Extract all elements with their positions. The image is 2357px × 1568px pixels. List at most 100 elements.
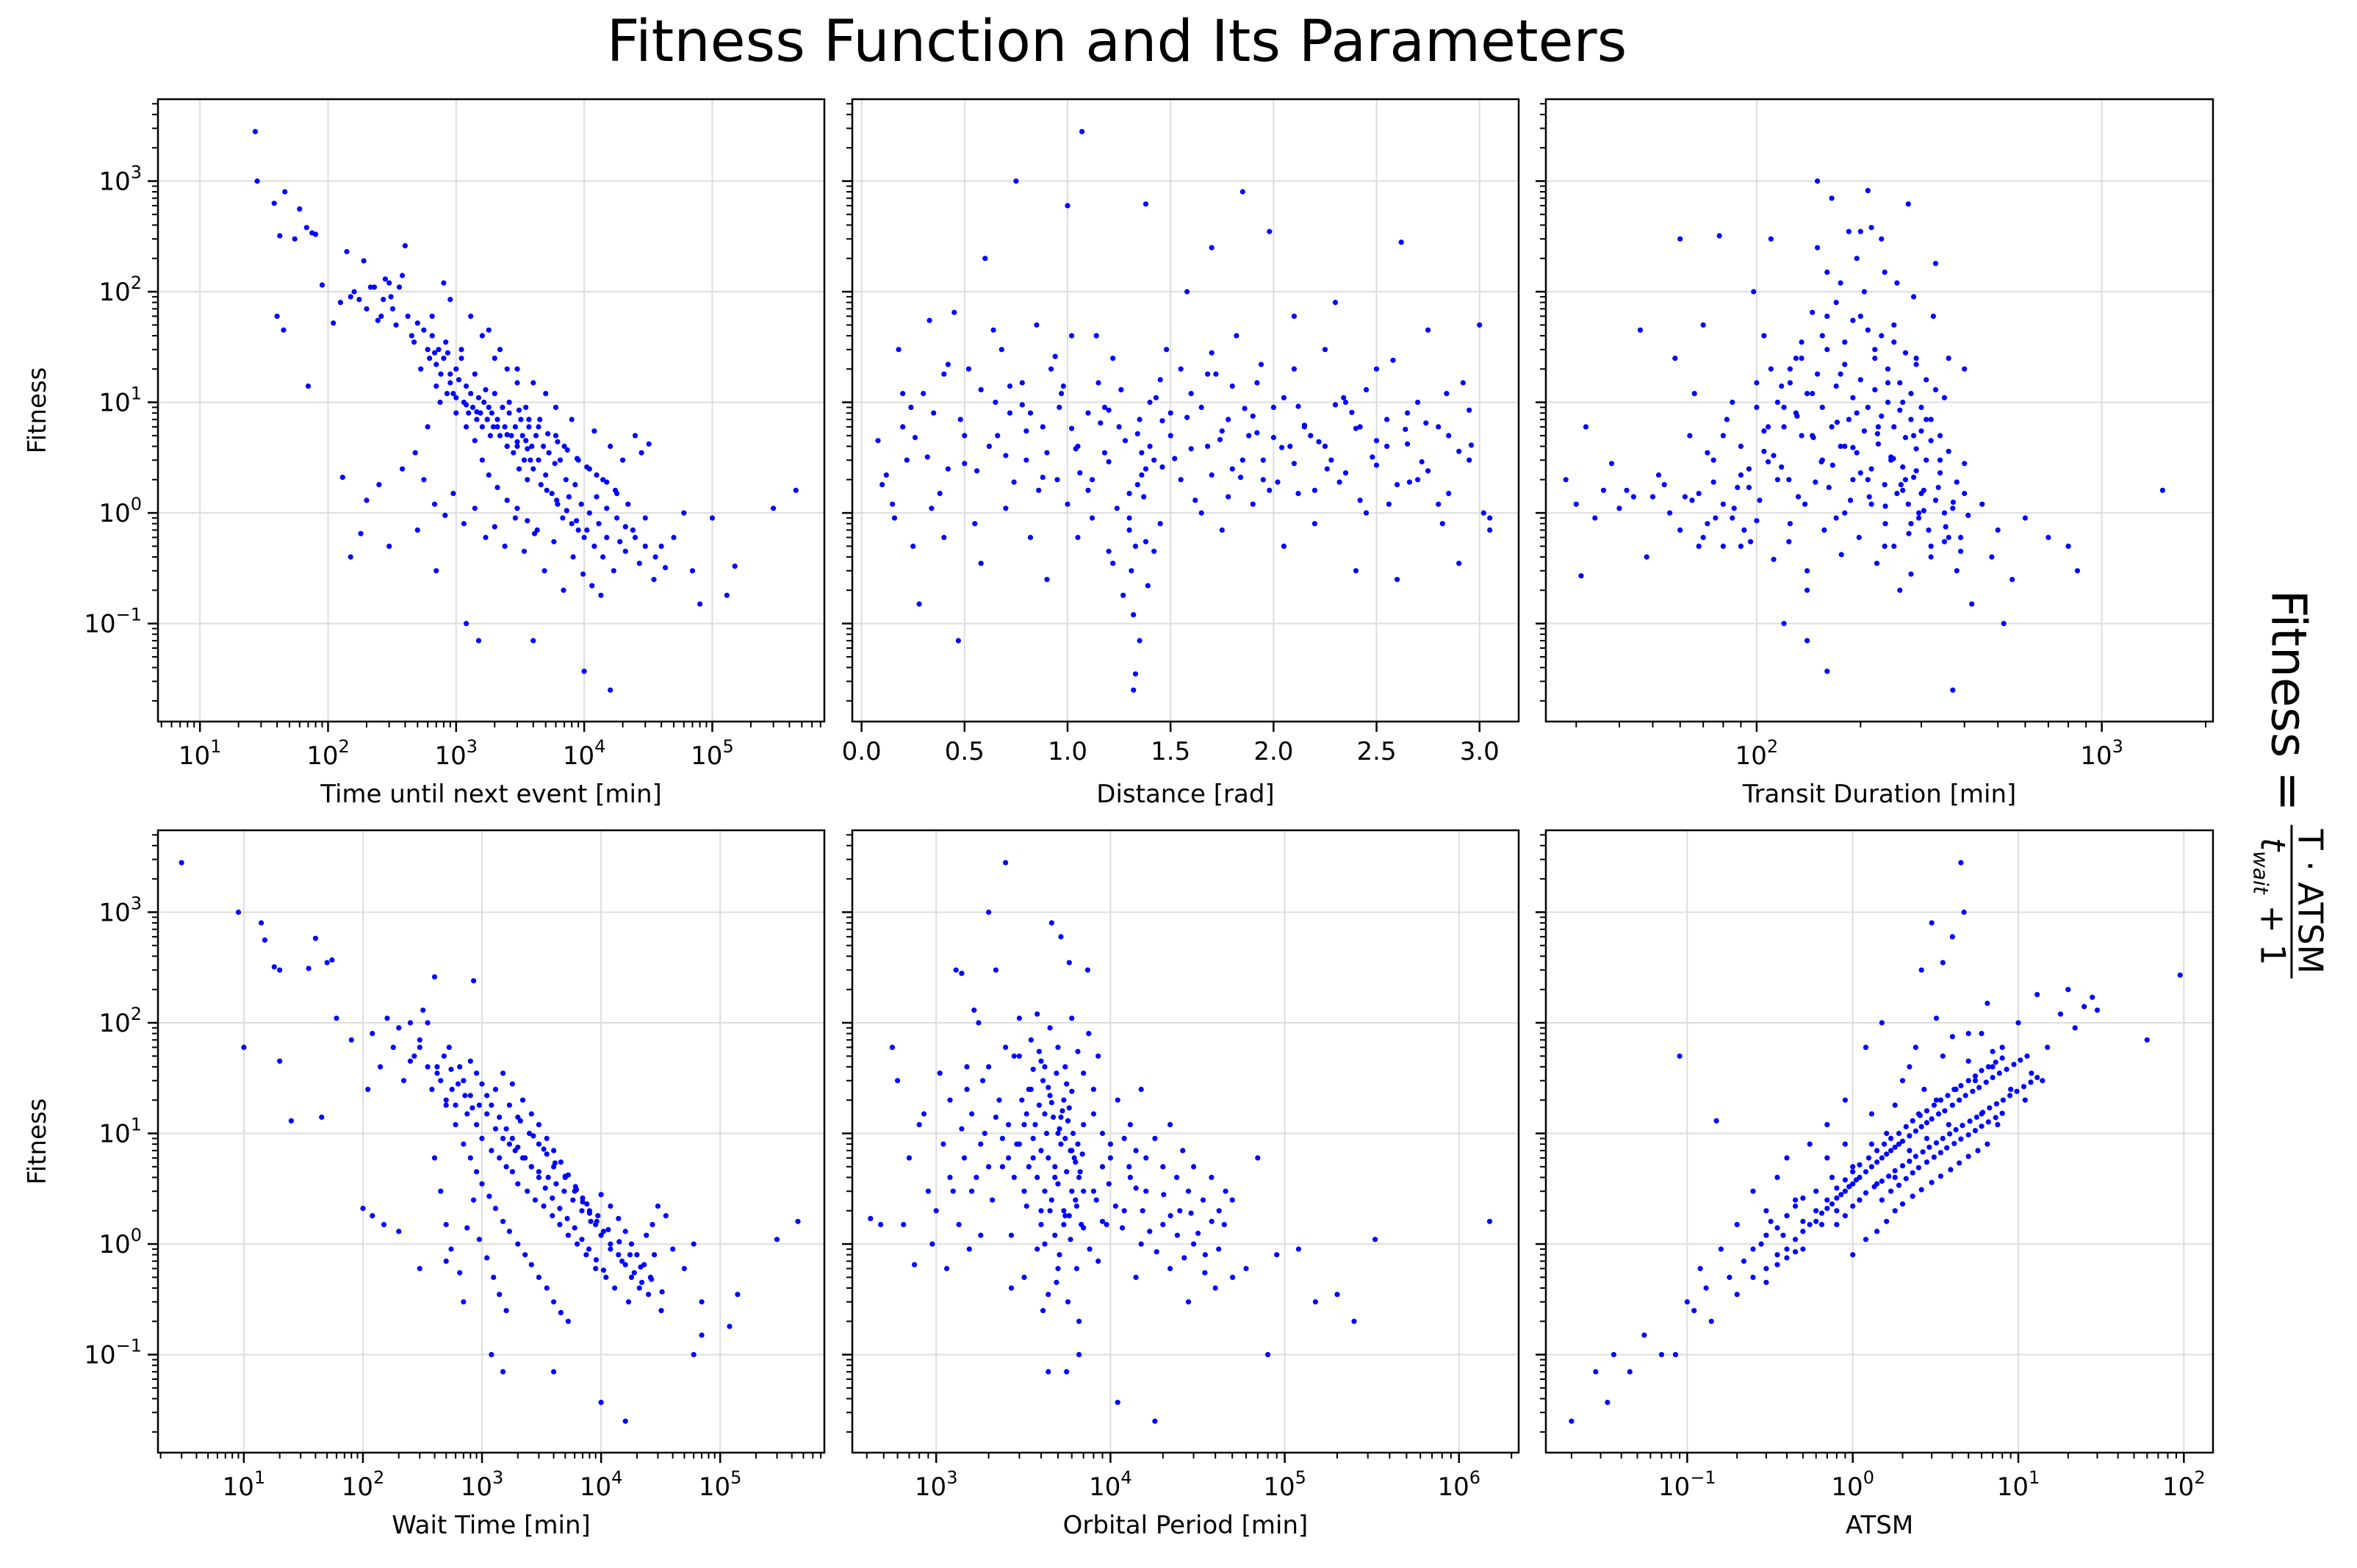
- scatter-point: [1137, 638, 1142, 644]
- scatter-point: [1976, 1085, 1982, 1090]
- scatter-point: [929, 1241, 935, 1247]
- scatter-point: [986, 443, 992, 450]
- scatter-point: [1946, 534, 1951, 541]
- scatter-point: [1750, 1188, 1756, 1194]
- scatter-point: [494, 417, 500, 422]
- scatter-point: [1824, 669, 1830, 675]
- scatter-point: [564, 508, 569, 514]
- scatter-point: [1600, 487, 1607, 493]
- scatter-point: [1192, 497, 1198, 503]
- scatter-point: [1157, 377, 1163, 383]
- scatter-point: [1142, 466, 1149, 472]
- scatter-point: [1838, 280, 1843, 286]
- scatter-point: [1672, 1352, 1679, 1358]
- scatter-point: [429, 1087, 435, 1093]
- scatter-point: [957, 417, 963, 422]
- scatter-point: [1181, 1255, 1187, 1261]
- scatter-point: [1886, 1173, 1892, 1179]
- scatter-point: [1121, 1208, 1127, 1214]
- scatter-point: [622, 548, 628, 554]
- scatter-point: [1311, 521, 1317, 527]
- scatter-point: [1738, 543, 1744, 550]
- scatter-point: [364, 497, 370, 503]
- x-tick-label: 103: [915, 1467, 958, 1502]
- scatter-point: [912, 434, 918, 441]
- scatter-point: [1062, 1064, 1068, 1070]
- scatter-point: [1044, 450, 1050, 456]
- scatter-point: [965, 366, 971, 372]
- scatter-point: [1962, 1093, 1968, 1098]
- scatter-point: [491, 1274, 497, 1280]
- scatter-point: [1054, 1279, 1059, 1285]
- scatter-point: [400, 1078, 407, 1084]
- scatter-point: [453, 1102, 458, 1108]
- scatter-point: [1147, 443, 1153, 450]
- scatter-point: [1928, 554, 1934, 560]
- scatter-point: [1180, 1148, 1186, 1154]
- scatter-point: [1879, 1020, 1885, 1026]
- formula-fraction: T · ATSM twait + 1: [2248, 824, 2330, 979]
- scatter-point: [1138, 1087, 1144, 1093]
- scatter-point: [732, 564, 738, 569]
- scatter-point: [1995, 527, 2001, 533]
- scatter-point: [486, 1193, 492, 1199]
- scatter-point: [271, 964, 277, 970]
- scatter-point: [2034, 992, 2040, 998]
- scatter-point: [1897, 587, 1903, 593]
- scatter-point: [986, 1064, 992, 1070]
- scatter-point: [277, 233, 283, 239]
- scatter-point: [1857, 1174, 1863, 1180]
- scatter-point: [982, 256, 988, 262]
- scatter-point: [1850, 445, 1856, 450]
- scatter-point: [1979, 501, 1985, 507]
- scatter-point: [1924, 1135, 1930, 1141]
- scatter-point: [1891, 322, 1897, 328]
- scatter-point: [964, 1087, 970, 1093]
- scatter-point: [691, 1352, 697, 1358]
- scatter-point: [612, 1285, 618, 1291]
- scatter-point: [1254, 430, 1260, 436]
- scatter-point: [1872, 347, 1878, 353]
- scatter-point: [497, 1155, 503, 1161]
- scatter-point: [1833, 515, 1839, 521]
- scatter-point: [254, 178, 260, 184]
- scatter-point: [381, 297, 386, 303]
- scatter-point: [681, 1265, 688, 1272]
- scatter-point: [1713, 1118, 1719, 1123]
- scatter-point: [1892, 1102, 1898, 1108]
- scatter-point: [262, 937, 267, 943]
- scatter-point: [1730, 399, 1735, 406]
- scatter-point: [371, 284, 378, 290]
- scatter-point: [1730, 515, 1735, 521]
- scatter-point: [1931, 1102, 1937, 1108]
- scatter-point: [1984, 1141, 1990, 1147]
- scatter-point: [492, 1206, 499, 1212]
- scatter-point: [1937, 470, 1943, 476]
- x-tick-label: 3.0: [1460, 737, 1500, 766]
- scatter-point: [1984, 1000, 1990, 1007]
- scatter-point: [1863, 1190, 1869, 1196]
- scatter-point: [681, 510, 687, 516]
- scatter-point: [381, 1222, 387, 1228]
- scatter-point: [1746, 466, 1752, 472]
- scatter-point: [474, 1169, 480, 1175]
- scatter-point: [1954, 479, 1960, 485]
- scatter-point: [1898, 482, 1904, 488]
- scatter-point: [1040, 424, 1046, 430]
- scatter-point: [438, 371, 444, 377]
- scatter-point: [1784, 1246, 1790, 1252]
- scatter-point: [1774, 1225, 1780, 1231]
- scatter-point: [306, 965, 312, 971]
- scatter-point: [1834, 1222, 1840, 1228]
- scatter-point: [561, 1188, 567, 1194]
- scatter-point: [417, 1037, 422, 1043]
- scatter-point: [1034, 322, 1040, 328]
- scatter-point: [1221, 1222, 1227, 1228]
- scatter-point: [1052, 353, 1058, 359]
- scatter-point: [1036, 1049, 1042, 1054]
- scatter-point: [1115, 1400, 1120, 1406]
- scatter-point: [542, 1185, 548, 1191]
- scatter-point: [1126, 1164, 1132, 1170]
- scatter-point: [1874, 1229, 1880, 1234]
- scatter-point: [1003, 506, 1009, 511]
